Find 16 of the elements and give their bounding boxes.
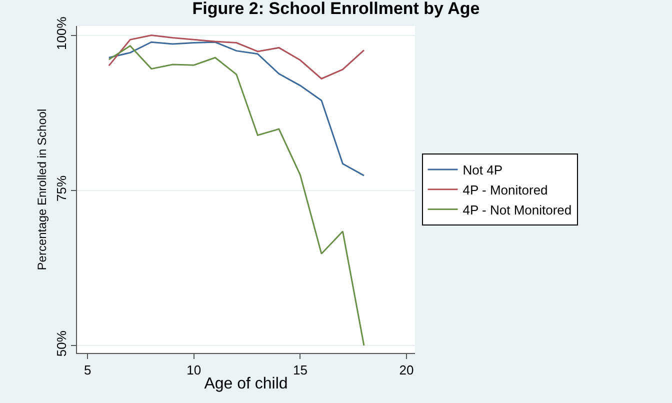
line-series [108, 34, 365, 80]
legend-label: 4P - Monitored [462, 182, 548, 198]
x-tick-label: 5 [84, 362, 92, 378]
legend-label: 4P - Not Monitored [462, 202, 572, 218]
line-series [108, 41, 365, 176]
x-tick-label: 10 [186, 362, 202, 378]
line-series [108, 45, 365, 346]
y-tick-label: 50% [54, 330, 69, 357]
legend-label: Not 4P [462, 162, 503, 178]
y-tick-label: 75% [54, 175, 69, 202]
x-axis-title: Age of child [204, 375, 288, 392]
chart-title: Figure 2: School Enrollment by Age [192, 0, 480, 18]
y-axis-title: Percentage Enrolled in School [35, 108, 50, 270]
x-tick-label: 15 [292, 362, 308, 378]
y-tick-label: 100% [54, 16, 69, 50]
x-tick-label: 20 [399, 362, 414, 378]
